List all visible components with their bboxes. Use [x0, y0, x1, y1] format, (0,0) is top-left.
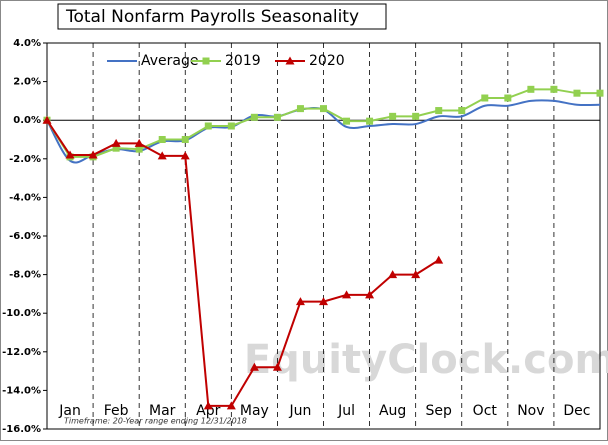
- legend-label: 2020: [309, 53, 345, 69]
- y-tick-label: -8.0%: [9, 270, 41, 281]
- legend-label: 2019: [225, 53, 261, 69]
- x-tick-label: Apr: [196, 403, 220, 419]
- marker: [158, 136, 166, 143]
- legend-marker: [202, 57, 210, 65]
- x-tick-label: Aug: [379, 403, 406, 419]
- marker: [365, 290, 375, 299]
- marker: [319, 297, 328, 306]
- x-tick-label: Jan: [58, 403, 81, 419]
- y-tick-label: 2.0%: [13, 77, 41, 88]
- marker: [88, 150, 98, 159]
- marker: [272, 362, 282, 371]
- marker: [134, 138, 144, 147]
- marker: [458, 107, 466, 115]
- series-line: [46, 119, 440, 407]
- marker: [342, 290, 352, 299]
- x-tick-label: May: [240, 403, 269, 419]
- marker: [226, 401, 236, 410]
- marker: [273, 113, 281, 121]
- title-box: [57, 3, 387, 30]
- x-tick-label: Nov: [517, 403, 544, 419]
- x-tick-label: Mar: [149, 403, 176, 419]
- timeframe-note: Timeframe: 20-Year range ending 12/31/20…: [64, 417, 247, 426]
- marker: [550, 85, 558, 93]
- marker: [596, 89, 604, 97]
- marker: [250, 113, 258, 121]
- x-tick-label: Oct: [473, 403, 498, 419]
- marker: [504, 94, 512, 102]
- y-tick-label: -6.0%: [9, 231, 41, 242]
- y-tick-label: -12.0%: [2, 347, 41, 358]
- y-tick-label: -4.0%: [9, 192, 41, 203]
- marker: [527, 85, 535, 93]
- y-tick-label: -10.0%: [2, 308, 41, 319]
- marker: [180, 151, 190, 160]
- marker: [434, 255, 444, 264]
- marker: [111, 138, 121, 147]
- marker: [388, 270, 398, 279]
- marker: [157, 151, 167, 160]
- legend-label: Average: [141, 53, 199, 69]
- marker: [389, 112, 397, 120]
- x-tick-label: Dec: [563, 403, 590, 419]
- marker: [412, 112, 420, 120]
- y-tick-label: 0.0%: [13, 115, 41, 126]
- marker: [249, 362, 259, 371]
- marker: [227, 122, 235, 130]
- x-tick-label: Sep: [426, 403, 453, 419]
- marker: [295, 297, 305, 306]
- y-tick-label: -14.0%: [2, 385, 41, 396]
- legend-marker: [285, 56, 295, 65]
- y-tick-label: -16.0%: [2, 424, 41, 435]
- x-tick-label: Feb: [104, 403, 129, 419]
- watermark: EquityClock.com: [244, 337, 608, 383]
- marker: [65, 150, 75, 159]
- chart-title: Total Nonfarm Payrolls Seasonality: [65, 7, 359, 27]
- marker: [42, 115, 52, 124]
- marker: [135, 145, 143, 153]
- marker: [204, 122, 212, 130]
- marker: [320, 105, 327, 113]
- y-tick-label: 4.0%: [13, 38, 41, 49]
- y-tick-label: -2.0%: [9, 154, 41, 165]
- marker: [573, 89, 581, 97]
- marker: [181, 136, 189, 143]
- marker: [366, 117, 374, 125]
- marker: [411, 270, 421, 279]
- marker: [435, 107, 443, 115]
- marker: [343, 117, 351, 125]
- x-tick-label: Jun: [289, 403, 312, 419]
- marker: [481, 94, 489, 102]
- x-tick-label: Jul: [337, 403, 355, 419]
- marker: [112, 144, 120, 152]
- marker: [203, 401, 213, 410]
- marker: [296, 105, 304, 113]
